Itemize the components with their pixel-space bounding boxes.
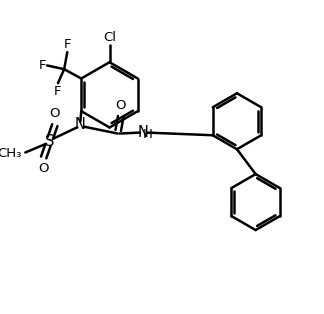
Text: F: F: [38, 59, 46, 72]
Text: F: F: [64, 38, 71, 51]
Text: Cl: Cl: [103, 31, 116, 44]
Text: CH₃: CH₃: [0, 147, 22, 160]
Text: O: O: [115, 99, 126, 112]
Text: N: N: [75, 117, 86, 132]
Text: H: H: [143, 128, 153, 141]
Text: S: S: [45, 134, 54, 149]
Text: O: O: [50, 107, 60, 121]
Text: O: O: [39, 162, 49, 175]
Text: F: F: [54, 85, 62, 98]
Text: N: N: [138, 125, 149, 140]
